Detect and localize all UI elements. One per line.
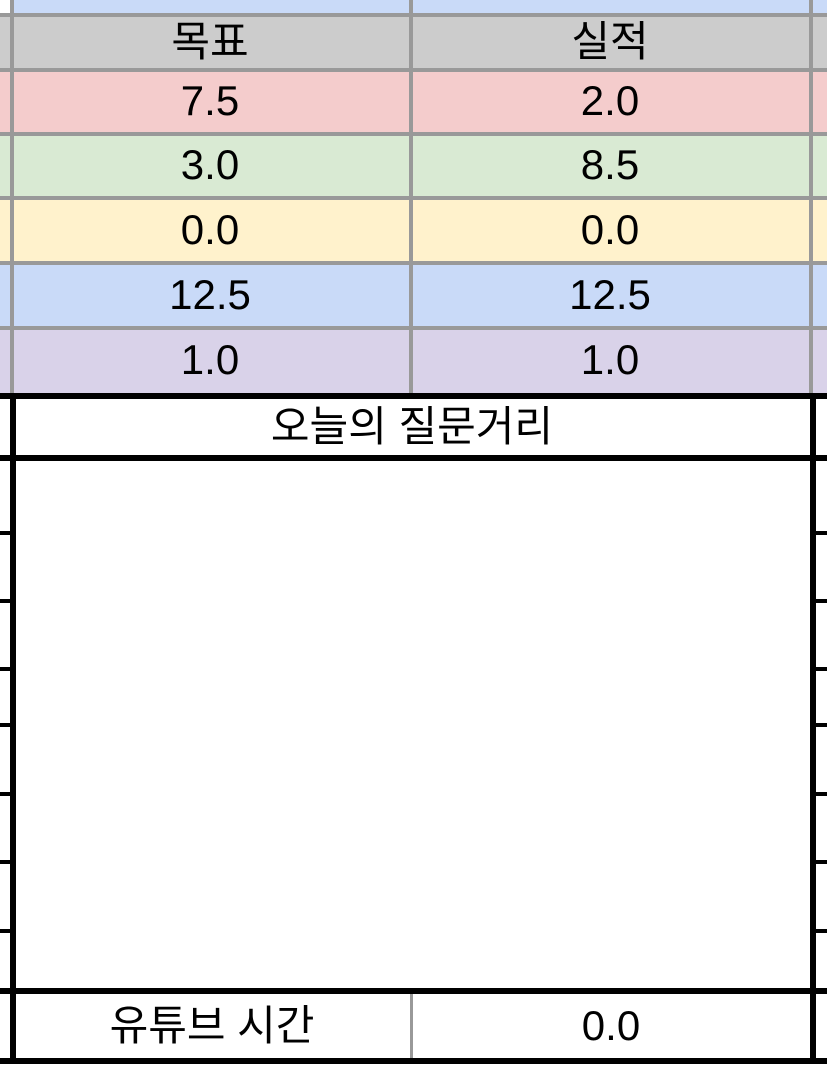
row-blue: [0, 263, 827, 328]
row-tick: [816, 929, 827, 933]
row-tick: [816, 860, 827, 864]
cell-blue-actual[interactable]: 12.5: [569, 270, 651, 318]
row-tick: [0, 792, 12, 796]
section-border: [0, 455, 827, 461]
gridline: [0, 68, 827, 72]
questions-title[interactable]: 오늘의 질문거리: [270, 403, 554, 450]
cell-purple-goal[interactable]: 1.0: [180, 335, 240, 383]
youtube-time-label[interactable]: 유튜브 시간: [109, 1002, 315, 1049]
row-tick: [816, 723, 827, 727]
gridline: [410, 994, 413, 1058]
gridline: [10, 0, 14, 393]
row-yellow: [0, 198, 827, 263]
row-green: [0, 134, 827, 198]
gridline: [0, 13, 827, 17]
row-tick: [0, 531, 12, 535]
row-tick: [816, 792, 827, 796]
gridline: [0, 326, 827, 330]
header-row: [0, 15, 827, 70]
row-tick: [0, 860, 12, 864]
questions-body-cell[interactable]: [16, 461, 808, 988]
section-border: [0, 393, 827, 399]
section-border: [0, 1058, 827, 1064]
top-left-empty-cell: [0, 0, 10, 13]
row-tick: [0, 667, 12, 671]
gridline: [409, 0, 413, 393]
row-purple: [0, 328, 827, 393]
row-tick: [0, 929, 12, 933]
section-border: [0, 988, 827, 994]
gridline: [0, 132, 827, 136]
column-header-goal[interactable]: 목표: [171, 17, 249, 65]
gridline: [0, 196, 827, 200]
gridline: [809, 0, 813, 393]
cell-blue-goal[interactable]: 12.5: [169, 270, 251, 318]
column-header-actual[interactable]: 실적: [571, 17, 649, 65]
cell-red-actual[interactable]: 2.0: [580, 77, 640, 124]
gridline: [0, 261, 827, 265]
top-partial-row[interactable]: [0, 0, 827, 15]
row-red: [0, 70, 827, 134]
row-tick: [0, 599, 12, 603]
section-border: [10, 393, 16, 1064]
cell-green-actual[interactable]: 8.5: [580, 141, 640, 188]
section-border: [810, 393, 816, 1064]
youtube-time-value[interactable]: 0.0: [581, 1002, 641, 1049]
cell-green-goal[interactable]: 3.0: [180, 141, 240, 188]
cell-yellow-actual[interactable]: 0.0: [580, 205, 640, 253]
cell-red-goal[interactable]: 7.5: [180, 77, 240, 124]
row-tick: [816, 667, 827, 671]
cell-purple-actual[interactable]: 1.0: [580, 335, 640, 383]
row-tick: [816, 531, 827, 535]
cell-yellow-goal[interactable]: 0.0: [180, 205, 240, 253]
row-tick: [0, 723, 12, 727]
row-tick: [816, 599, 827, 603]
